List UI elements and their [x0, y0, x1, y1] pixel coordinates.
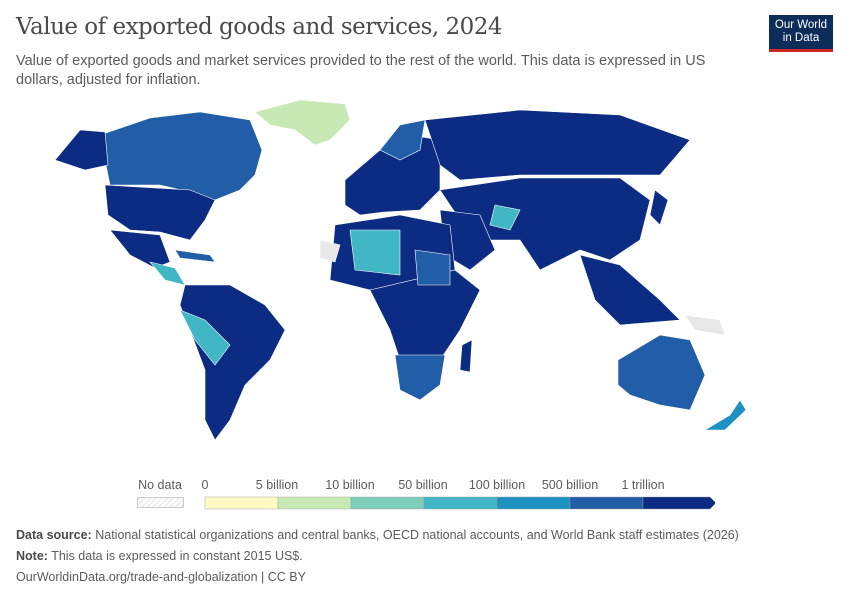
world-map[interactable] — [0, 95, 850, 465]
region-australia[interactable] — [617, 334, 706, 411]
region-madagascar[interactable] — [459, 339, 473, 373]
legend-bin-2[interactable] — [350, 496, 425, 510]
source-line: Data source: National statistical organi… — [16, 528, 739, 542]
region-se-asia[interactable] — [579, 254, 681, 326]
legend-no-data-label: No data — [138, 478, 182, 492]
region-southern-africa[interactable] — [394, 354, 446, 401]
region-russia[interactable] — [424, 109, 691, 181]
source-label: Data source: — [16, 528, 92, 542]
legend-bin-4[interactable] — [496, 496, 571, 510]
legend-tick: 50 billion — [398, 478, 448, 492]
owid-logo[interactable]: Our World in Data — [769, 15, 833, 52]
legend-bin-1[interactable] — [277, 496, 352, 510]
region-mexico[interactable] — [109, 229, 171, 269]
region-western-sahara[interactable] — [319, 239, 341, 263]
region-papua[interactable] — [684, 314, 726, 336]
region-afghanistan[interactable] — [489, 204, 521, 231]
note-line: Note: This data is expressed in constant… — [16, 549, 303, 563]
legend-tick: 500 billion — [541, 478, 599, 492]
note-text: This data is expressed in constant 2015 … — [51, 549, 303, 563]
region-peru-bolivia[interactable] — [179, 309, 231, 366]
legend-color-bar — [204, 496, 715, 510]
logo-text: Our World in Data — [774, 19, 828, 44]
legend-no-data-swatch — [137, 497, 184, 508]
legend-bin-0[interactable] — [204, 496, 279, 510]
source-text: National statistical organizations and c… — [95, 528, 739, 542]
legend-bin-3[interactable] — [423, 496, 498, 510]
legend-tick: 5 billion — [255, 478, 299, 492]
region-scandinavia[interactable] — [379, 119, 426, 161]
region-central-america[interactable] — [149, 261, 186, 286]
legend-tick: 0 — [201, 478, 209, 492]
chart-subtitle: Value of exported goods and market servi… — [16, 53, 706, 88]
source-url[interactable]: OurWorldinData.org/trade-and-globalizati… — [16, 570, 306, 584]
region-alaska[interactable] — [54, 129, 109, 171]
legend-tick: 1 trillion — [621, 478, 665, 492]
legend-tick: 100 billion — [468, 478, 526, 492]
region-new-zealand[interactable] — [703, 399, 747, 431]
chart-title: Value of exported goods and services, 20… — [16, 14, 503, 40]
legend-tick: 10 billion — [325, 478, 375, 492]
region-central-africa[interactable] — [369, 269, 481, 361]
region-libya-algeria[interactable] — [349, 229, 401, 276]
region-sudan[interactable] — [414, 249, 451, 286]
legend-bin-6[interactable] — [642, 496, 715, 510]
region-japan[interactable] — [649, 189, 669, 226]
region-usa[interactable] — [104, 184, 216, 241]
legend-bin-5[interactable] — [569, 496, 644, 510]
region-greenland[interactable] — [254, 99, 351, 146]
note-label: Note: — [16, 549, 48, 563]
region-south-america[interactable] — [179, 284, 286, 441]
region-caribbean[interactable] — [174, 249, 216, 263]
